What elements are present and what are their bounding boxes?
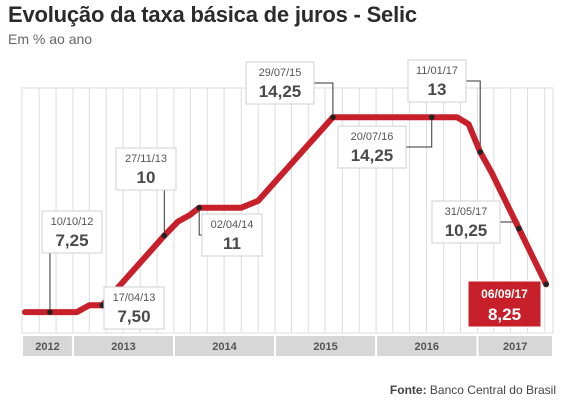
year-band-2015 xyxy=(276,336,376,356)
annotation-value-6: 13 xyxy=(428,80,447,99)
source-text: Banco Central do Brasil xyxy=(429,383,556,397)
annotation-box-8 xyxy=(467,280,542,328)
x-axis: 2012 2013 2014 2015 2016 2017 xyxy=(23,336,552,356)
annotation-date-7: 31/05/17 xyxy=(445,206,488,218)
year-band-2014 xyxy=(174,336,275,356)
annotation-box-4 xyxy=(245,61,315,105)
annotation-date-0: 10/10/12 xyxy=(51,216,94,228)
annotation-date-8: 06/09/17 xyxy=(481,287,528,301)
annotation-value-7: 10,25 xyxy=(445,221,488,240)
year-band-2012 xyxy=(23,336,72,356)
year-band-2016 xyxy=(377,336,477,356)
annotation-box-2 xyxy=(115,147,177,191)
annotation-value-2: 10 xyxy=(137,168,156,187)
annotation-box-0 xyxy=(41,210,103,254)
leader-line-6 xyxy=(466,80,481,153)
x-tick-label-2016: 2016 xyxy=(415,341,439,353)
annotation-date-2: 27/11/13 xyxy=(125,153,167,165)
annotation-8: 06/09/17 8,25 xyxy=(467,280,542,328)
source-note: Fonte: Banco Central do Brasil xyxy=(390,383,556,397)
source-label: Fonte: xyxy=(389,383,427,397)
annotation-6: 11/01/17 13 xyxy=(407,59,467,103)
annotation-value-0: 7,25 xyxy=(55,231,88,250)
annotation-box-3 xyxy=(201,213,263,257)
annotation-1: 17/04/13 7,50 xyxy=(103,286,165,330)
annotation-date-4: 29/07/15 xyxy=(259,67,302,79)
x-tick-label-2015: 2015 xyxy=(313,341,337,353)
annotation-date-1: 17/04/13 xyxy=(113,292,156,304)
annotation-value-8: 8,25 xyxy=(488,305,521,324)
x-tick-label-2017: 2017 xyxy=(503,341,527,353)
x-tick-label-2012: 2012 xyxy=(35,341,59,353)
annotation-box-7 xyxy=(431,200,501,244)
data-point-0 xyxy=(47,309,53,315)
annotation-box-5 xyxy=(337,125,407,169)
annotation-date-3: 02/04/14 xyxy=(211,219,254,231)
annotation-box-1 xyxy=(103,286,165,330)
annotation-0: 10/10/12 7,25 xyxy=(41,210,103,254)
year-band-2013 xyxy=(73,336,173,356)
annotation-date-6: 11/01/17 xyxy=(416,65,458,77)
annotation-box-6 xyxy=(407,59,467,103)
data-point-7 xyxy=(516,225,522,232)
leader-line-3 xyxy=(198,207,202,236)
data-point-5 xyxy=(428,114,435,121)
annotation-4: 29/07/15 14,25 xyxy=(245,61,315,105)
year-band-2017 xyxy=(478,336,552,356)
annotation-boxes: 10/10/12 7,25 17/04/13 7,50 27/11/13 10 02/04/… xyxy=(41,59,542,330)
data-point-8 xyxy=(543,281,549,288)
annotation-7: 31/05/17 10,25 xyxy=(431,200,501,244)
chart-subtitle: Em % ao ano xyxy=(8,31,93,47)
annotation-2: 27/11/13 10 xyxy=(115,147,177,191)
data-point-4 xyxy=(330,114,336,121)
chart-title: Evolução da taxa básica de juros - Selic xyxy=(8,2,417,27)
data-point-2 xyxy=(161,232,168,239)
leader-line-4 xyxy=(314,82,334,118)
annotation-value-4: 14,25 xyxy=(259,82,302,101)
annotation-5: 20/07/16 14,25 xyxy=(337,125,407,169)
annotation-date-5: 20/07/16 xyxy=(351,131,394,143)
annotation-value-3: 11 xyxy=(223,234,241,253)
annotation-3: 02/04/14 11 xyxy=(201,213,263,257)
annotation-value-1: 7,50 xyxy=(117,307,150,326)
leader-line-5 xyxy=(406,117,433,148)
data-point-6 xyxy=(477,149,483,155)
x-tick-label-2013: 2013 xyxy=(111,341,135,353)
x-tick-label-2014: 2014 xyxy=(212,341,237,353)
data-point-3 xyxy=(196,204,202,211)
annotation-value-5: 14,25 xyxy=(351,146,394,165)
